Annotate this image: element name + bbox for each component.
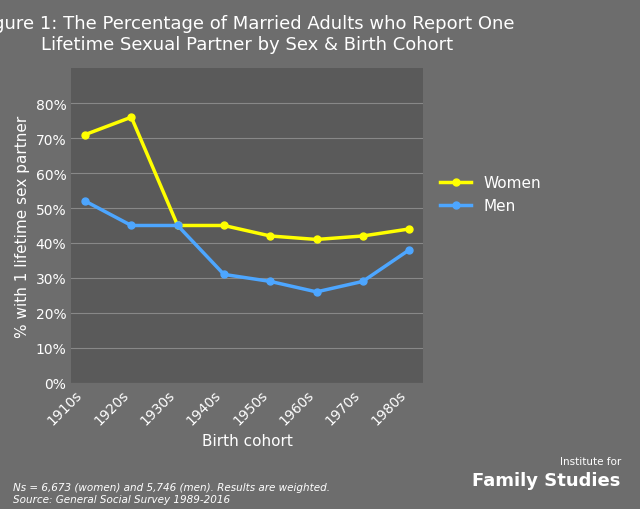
Women — [313, 237, 321, 243]
Women — [81, 132, 89, 138]
Women — [220, 223, 228, 229]
Title: Figure 1: The Percentage of Married Adults who Report One
Lifetime Sexual Partne: Figure 1: The Percentage of Married Adul… — [0, 15, 515, 53]
X-axis label: Birth cohort: Birth cohort — [202, 433, 292, 448]
Women — [359, 234, 367, 240]
Women — [266, 234, 274, 240]
Legend: Women, Men: Women, Men — [434, 170, 547, 219]
Men — [81, 199, 89, 205]
Line: Men: Men — [81, 198, 413, 296]
Line: Women: Women — [81, 115, 413, 243]
Men — [127, 223, 135, 229]
Text: Institute for: Institute for — [559, 456, 621, 466]
Text: Family Studies: Family Studies — [472, 471, 621, 489]
Text: Ns = 6,673 (women) and 5,746 (men). Results are weighted.
Source: General Social: Ns = 6,673 (women) and 5,746 (men). Resu… — [13, 483, 330, 504]
Men — [220, 272, 228, 278]
Men — [313, 289, 321, 295]
Men — [174, 223, 182, 229]
Men — [266, 279, 274, 285]
Men — [405, 247, 413, 253]
Men — [359, 279, 367, 285]
Women — [174, 223, 182, 229]
Women — [127, 115, 135, 121]
Women — [405, 227, 413, 233]
Y-axis label: % with 1 lifetime sex partner: % with 1 lifetime sex partner — [15, 115, 30, 337]
